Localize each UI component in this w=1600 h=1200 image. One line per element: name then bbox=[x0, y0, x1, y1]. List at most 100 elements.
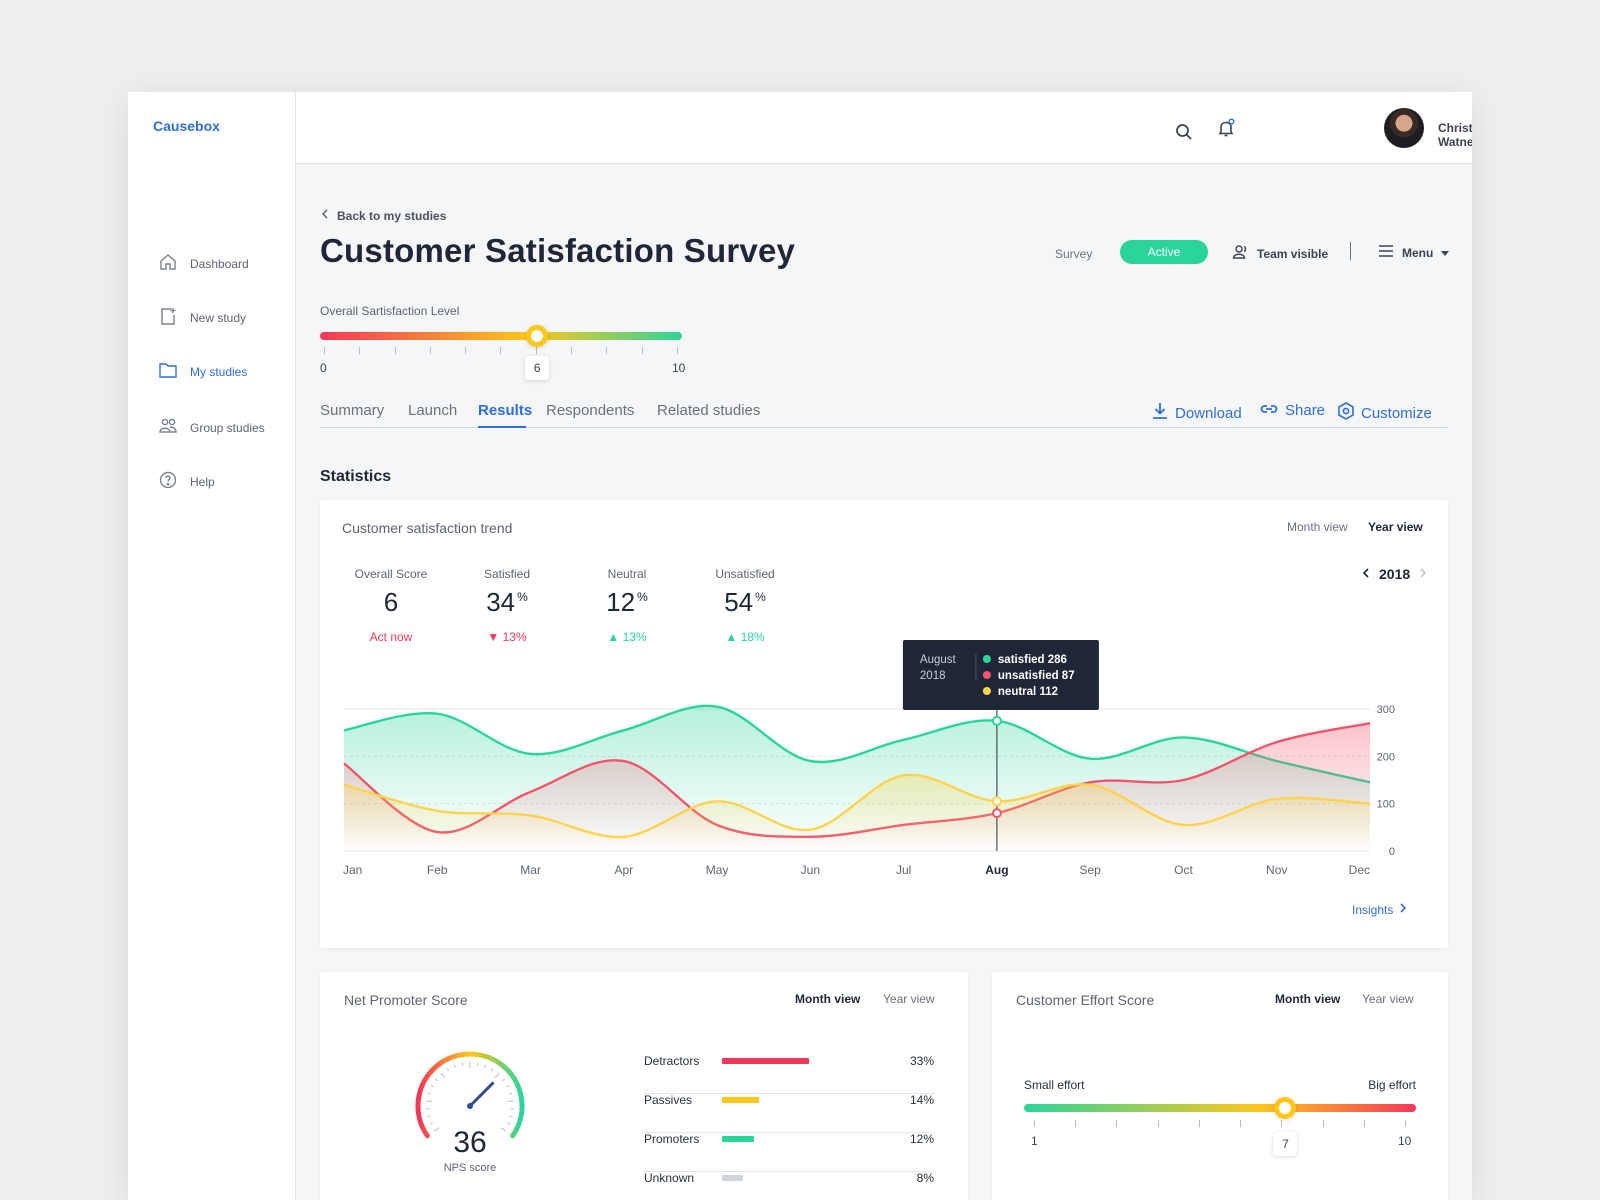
nps-row-bar bbox=[722, 1097, 760, 1103]
satisfaction-min: 0 bbox=[320, 361, 327, 375]
tooltip-legend-dot bbox=[982, 687, 991, 695]
x-tick-label: Aug bbox=[985, 863, 1008, 877]
status-badge[interactable]: Active bbox=[1120, 240, 1208, 264]
nps-gauge-needle bbox=[468, 1081, 495, 1108]
hamburger-icon bbox=[1378, 244, 1394, 261]
tab-respondents[interactable]: Respondents bbox=[546, 402, 635, 419]
month-view-toggle[interactable]: Month view bbox=[1275, 992, 1341, 1006]
year-view-toggle[interactable]: Year view bbox=[883, 992, 935, 1006]
bell-icon[interactable] bbox=[1216, 118, 1236, 138]
triangle-up-icon: ▲ bbox=[607, 630, 620, 644]
tab-summary[interactable]: Summary bbox=[320, 402, 385, 419]
sidebar-item-group-studies[interactable]: Group studies bbox=[158, 416, 265, 439]
divider bbox=[1350, 242, 1351, 260]
tab-results[interactable]: Results bbox=[478, 402, 533, 419]
brand-logo[interactable]: Causebox bbox=[153, 118, 220, 134]
sidebar-item-label: Group studies bbox=[190, 420, 265, 435]
tooltip bbox=[902, 640, 1099, 710]
x-tick-label: Sep bbox=[1080, 863, 1102, 877]
nps-row-passives: Passives 14% bbox=[644, 1093, 934, 1133]
nps-gauge-tick bbox=[507, 1100, 514, 1103]
ces-gradient-bar bbox=[1024, 1104, 1416, 1112]
nps-gauge bbox=[415, 1051, 525, 1139]
nps-gauge-tick bbox=[490, 1068, 494, 1072]
ces-max: 10 bbox=[1398, 1134, 1412, 1148]
metric-value: 6 bbox=[383, 587, 399, 617]
nps-row-percent: 8% bbox=[916, 1171, 934, 1185]
month-view-toggle[interactable]: Month view bbox=[1287, 520, 1348, 534]
x-tick-label: Nov bbox=[1266, 863, 1287, 877]
share-button[interactable]: Share bbox=[1260, 402, 1325, 419]
tab-launch[interactable]: Launch bbox=[408, 402, 458, 419]
nps-row-label: Detractors bbox=[644, 1054, 700, 1068]
x-tick-label: Mar bbox=[520, 863, 541, 877]
tab-related-studies[interactable]: Related studies bbox=[657, 402, 761, 419]
act-now-link[interactable]: Act now bbox=[369, 630, 413, 644]
year-view-toggle[interactable]: Year view bbox=[1368, 520, 1423, 534]
nps-gauge-tick bbox=[461, 1062, 464, 1066]
tab-bar: Summary Launch Results Respondents Relat… bbox=[320, 402, 1448, 428]
nps-gauge-tick bbox=[502, 1078, 506, 1082]
metric-value: 34% bbox=[486, 587, 528, 617]
chevron-left-icon[interactable] bbox=[1362, 566, 1370, 582]
satisfaction-trend-card: Customer satisfaction trend Month view Y… bbox=[320, 500, 1448, 948]
team-visible-button[interactable]: Team visible bbox=[1232, 244, 1328, 263]
sidebar-item-new-study[interactable]: New study bbox=[158, 306, 246, 329]
nps-gauge-tick bbox=[434, 1078, 438, 1082]
year-label: 2018 bbox=[1379, 566, 1411, 582]
sidebar-item-help[interactable]: Help bbox=[158, 470, 215, 493]
nps-gauge-tick bbox=[506, 1085, 510, 1088]
nps-gauge-tick bbox=[440, 1072, 446, 1078]
x-tick-label: Jun bbox=[801, 863, 820, 877]
back-link-label: Back to my studies bbox=[337, 208, 447, 223]
download-button[interactable]: Download bbox=[1152, 402, 1242, 424]
triangle-down-icon: ▼ bbox=[487, 630, 500, 644]
satisfaction-max: 10 bbox=[672, 361, 686, 375]
card-title: Net Promoter Score bbox=[344, 992, 468, 1008]
nps-gauge-tick bbox=[430, 1085, 434, 1088]
nps-score-value: 36 bbox=[453, 1126, 487, 1159]
user-name[interactable]: Christian Watney bbox=[1438, 121, 1472, 149]
month-view-toggle[interactable]: Month view bbox=[795, 992, 861, 1006]
triangle-up-icon: ▲ bbox=[725, 630, 738, 644]
x-tick-label: Oct bbox=[1174, 863, 1193, 877]
year-view-toggle[interactable]: Year view bbox=[1362, 992, 1414, 1006]
series-area-neutral bbox=[344, 774, 1370, 851]
satisfaction-slider-handle[interactable] bbox=[526, 325, 549, 347]
nps-row-detractors: Detractors 33% bbox=[644, 1054, 934, 1094]
metric-value: 12% bbox=[606, 587, 648, 617]
x-tick-label: Dec bbox=[1349, 863, 1370, 877]
chevron-left-icon bbox=[321, 208, 329, 223]
sidebar-item-my-studies[interactable]: My studies bbox=[158, 360, 247, 383]
menu-button[interactable]: Menu bbox=[1378, 244, 1450, 261]
nps-gauge-tick bbox=[484, 1064, 487, 1068]
search-icon[interactable] bbox=[1174, 122, 1194, 142]
ces-slider-handle[interactable] bbox=[1274, 1097, 1297, 1119]
tooltip-line: neutral 112 bbox=[998, 686, 1058, 698]
nps-row-promoters: Promoters 12% bbox=[644, 1132, 934, 1172]
nps-gauge-arc bbox=[415, 1051, 525, 1139]
ces-card: Customer Effort Score Month view Year vi… bbox=[992, 972, 1448, 1200]
satisfaction-gradient-bar bbox=[320, 332, 682, 340]
satisfaction-value: 6 bbox=[525, 356, 550, 380]
chevron-right-icon[interactable] bbox=[1419, 566, 1427, 582]
satisfaction-level-label: Overall Sartisfaction Level bbox=[320, 304, 460, 318]
sidebar-item-label: My studies bbox=[190, 364, 248, 379]
x-tick-label: Jul bbox=[896, 863, 911, 877]
home-icon bbox=[158, 252, 178, 275]
sidebar-item-dashboard[interactable]: Dashboard bbox=[158, 252, 249, 275]
customize-button[interactable]: Customize bbox=[1338, 402, 1432, 424]
team-visible-label: Team visible bbox=[1257, 246, 1329, 261]
y-tick-label: 100 bbox=[1377, 799, 1395, 811]
back-link[interactable]: Back to my studies bbox=[321, 208, 446, 223]
x-tick-label: May bbox=[706, 863, 729, 877]
help-icon bbox=[158, 470, 178, 493]
sidebar-item-label: Dashboard bbox=[190, 256, 249, 271]
highlight-point-neutral bbox=[991, 796, 1002, 807]
metric-label: Overall Score bbox=[354, 567, 428, 581]
tooltip-legend-dot bbox=[982, 671, 991, 679]
avatar[interactable] bbox=[1384, 108, 1424, 148]
insights-link[interactable]: Insights bbox=[1352, 902, 1407, 917]
tooltip-line: unsatisfied 87 bbox=[998, 670, 1075, 682]
nps-gauge-tick bbox=[507, 1122, 511, 1125]
